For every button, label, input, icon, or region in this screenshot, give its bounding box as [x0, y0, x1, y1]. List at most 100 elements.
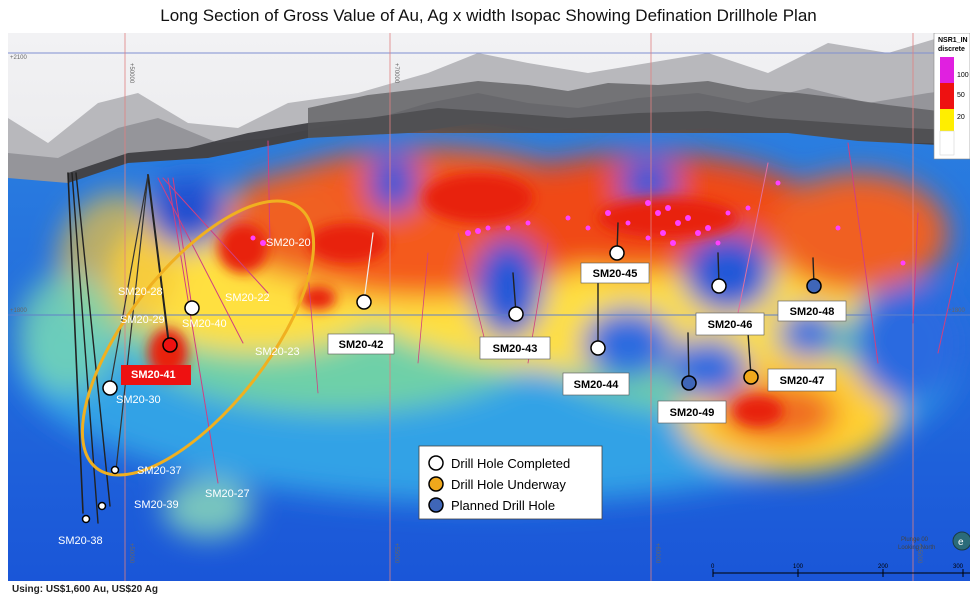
view-orientation: Plunge 00 Looking North e — [898, 531, 970, 551]
easting-label: +65000 — [916, 543, 922, 564]
legend: Drill Hole Completed Drill Hole Underway… — [418, 445, 603, 520]
drillhole-label: SM20-29 — [120, 314, 165, 326]
drillhole-label: SM20-38 — [58, 535, 103, 547]
drillhole-sm20-44: SM20-44 — [562, 340, 630, 396]
drillhole-label: SM20-44 — [574, 379, 620, 391]
drill-traces — [67, 140, 959, 524]
drillhole-sm20-20: SM20-20 — [266, 237, 311, 249]
elevation-label: +1800 — [10, 308, 28, 314]
legend-swatch — [428, 497, 444, 513]
legend-label: Planned Drill Hole — [451, 498, 555, 513]
drillhole-marker — [97, 501, 107, 511]
drillhole-marker — [102, 380, 118, 396]
drillhole-label-box — [767, 368, 837, 392]
scale-label: 0 — [711, 564, 715, 570]
drillhole-label-box — [479, 336, 551, 360]
long-section-svg: +2100 +1800 +1800 +50000 +50000 +55000 +… — [8, 33, 970, 581]
scale-bar: 0 100 200 300 — [711, 564, 970, 577]
drillhole-marker — [356, 294, 372, 310]
drillhole-label-box — [695, 312, 765, 336]
legend-swatch — [428, 476, 444, 492]
drillhole-sm20-38: SM20-38 — [58, 514, 103, 547]
drillhole-label: SM20-30 — [116, 394, 161, 406]
colorbar-subtitle: discrete — [938, 46, 965, 53]
colorbar-swatch — [940, 57, 954, 83]
colorbar-tick: 100 — [957, 72, 969, 79]
drillhole-sm20-42: SM20-42 — [327, 294, 395, 355]
drillhole-sm20-28: SM20-28 — [118, 286, 163, 298]
easting-label: +50000 — [128, 63, 134, 84]
drillhole-sm20-30: SM20-30 — [102, 380, 161, 406]
highlight-box — [121, 365, 191, 385]
svg-text:e: e — [958, 537, 964, 548]
easting-label: +50000 — [128, 543, 134, 564]
drillhole-label: SM20-39 — [134, 499, 179, 511]
scale-label: 100 — [793, 564, 804, 570]
drillhole-sm20-43: SM20-43 — [479, 306, 551, 360]
drillhole-label-box — [327, 333, 395, 355]
drillhole-label: SM20-23 — [255, 346, 300, 358]
easting-label: +60000 — [654, 543, 660, 564]
drillhole-marker — [806, 278, 822, 294]
drillhole-sm20-46: SM20-46 — [695, 278, 765, 336]
drillhole-label: SM20-41 — [131, 369, 176, 381]
legend-swatch — [428, 455, 444, 471]
looking-label: Looking North — [898, 545, 935, 551]
drillhole-sm20-47: SM20-47 — [743, 368, 837, 392]
drillhole-sm20-27: SM20-27 — [205, 488, 250, 500]
drillhole-label: SM20-46 — [708, 319, 753, 331]
drillhole-marker — [743, 369, 759, 385]
drillhole-label: SM20-42 — [339, 339, 384, 351]
drillhole-label-box — [580, 262, 650, 284]
colorbar-tick: 50 — [957, 92, 965, 99]
drillhole-sm20-41: SM20-41 — [121, 337, 191, 385]
colorbar-swatch — [940, 83, 954, 109]
drillhole-label: SM20-48 — [790, 306, 835, 318]
drillhole-label-box — [657, 400, 727, 424]
drillhole-sm20-37: SM20-37 — [110, 465, 182, 477]
figure-title: Long Section of Gross Value of Au, Ag x … — [160, 6, 817, 25]
drillhole-label: SM20-20 — [266, 237, 311, 249]
elevation-label: +1800 — [948, 308, 966, 314]
drillhole-label: SM20-28 — [118, 286, 163, 298]
drillhole-sm20-29: SM20-29 — [120, 314, 165, 326]
drillhole-sm20-49: SM20-49 — [657, 375, 727, 424]
easting-label: +55000 — [393, 543, 399, 564]
drillhole-marker — [590, 340, 606, 356]
target-zone-ellipse — [80, 199, 316, 477]
legend-label: Drill Hole Completed — [451, 456, 570, 471]
drillhole-sm20-39: SM20-39 — [97, 499, 179, 511]
colorbar: NSR1_IN discrete 100 50 20 — [933, 33, 970, 160]
colorbar-swatch — [940, 109, 954, 131]
drillhole-marker — [609, 245, 625, 261]
compass-icon — [952, 531, 970, 551]
drillhole-marker — [711, 278, 727, 294]
drillhole-marker — [184, 300, 200, 316]
scale-label: 300 — [953, 564, 964, 570]
drillhole-marker — [110, 465, 120, 475]
colorbar-swatch — [939, 130, 955, 156]
drillhole-label-box — [562, 372, 630, 396]
colorbar-title: NSR1_IN — [938, 37, 968, 44]
drillhole-label: SM20-40 — [182, 318, 227, 330]
drillhole-label: SM20-27 — [205, 488, 250, 500]
drillhole-label: SM20-49 — [670, 407, 715, 419]
plunge-label: Plunge 00 — [901, 537, 929, 543]
isopach-heatmap — [8, 133, 970, 581]
drillhole-marker — [681, 375, 697, 391]
drillhole-label-box — [777, 300, 847, 322]
drillhole-label: SM20-43 — [493, 343, 538, 355]
elevation-label: +2100 — [10, 55, 28, 61]
drillhole-label: SM20-45 — [593, 268, 638, 280]
drillhole-sm20-22: SM20-22 — [225, 292, 270, 304]
drillhole-label: SM20-47 — [780, 375, 825, 387]
drillhole-marker — [81, 514, 91, 524]
footnote: Using: US$1,600 Au, US$20 Ag — [12, 584, 158, 595]
long-section-view: +2100 +1800 +1800 +50000 +50000 +55000 +… — [8, 33, 970, 581]
intercept-cluster — [250, 180, 906, 266]
drillhole-marker — [508, 306, 524, 322]
drillhole-sm20-23: SM20-23 — [255, 346, 300, 358]
drillhole-label: SM20-37 — [137, 465, 182, 477]
drillhole-label: SM20-22 — [225, 292, 270, 304]
drillhole-sm20-40: SM20-40 — [182, 300, 227, 330]
